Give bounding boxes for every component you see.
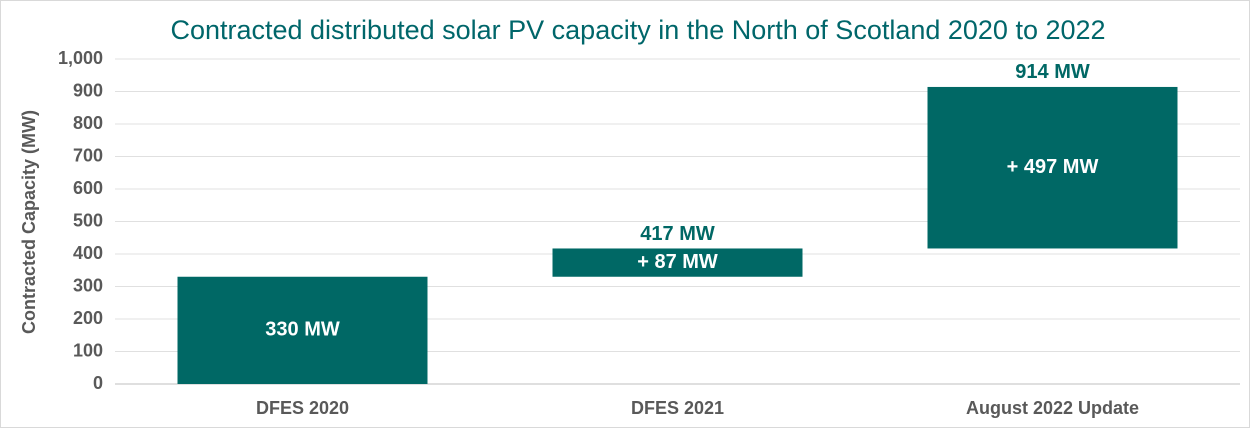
- bar-value-label: + 497 MW: [1007, 156, 1099, 178]
- y-axis-label: Contracted Capacity (MW): [19, 110, 39, 334]
- y-tick-label: 800: [73, 113, 103, 133]
- x-tick-label: DFES 2020: [256, 398, 349, 418]
- bar: [177, 276, 428, 384]
- y-tick-label: 900: [73, 80, 103, 100]
- y-tick-label: 400: [73, 243, 103, 263]
- x-tick-label: August 2022 Update: [966, 398, 1139, 418]
- y-tick-label: 700: [73, 145, 103, 165]
- bar-value-label: 330 MW: [265, 319, 340, 341]
- chart-title: Contracted distributed solar PV capacity…: [170, 15, 1105, 45]
- total-label: 914 MW: [1015, 61, 1090, 83]
- bar: [552, 248, 803, 277]
- y-tick-label: 500: [73, 210, 103, 230]
- y-tick-label: 600: [73, 178, 103, 198]
- x-tick-label: DFES 2021: [631, 398, 724, 418]
- y-tick-label: 100: [73, 340, 103, 360]
- y-tick-label: 1,000: [58, 48, 103, 68]
- bar-value-label: + 87 MW: [637, 251, 718, 273]
- bar: [927, 86, 1178, 249]
- total-label: 417 MW: [640, 223, 715, 245]
- y-tick-label: 200: [73, 308, 103, 328]
- y-tick-label: 300: [73, 275, 103, 295]
- y-tick-label: 0: [93, 373, 103, 393]
